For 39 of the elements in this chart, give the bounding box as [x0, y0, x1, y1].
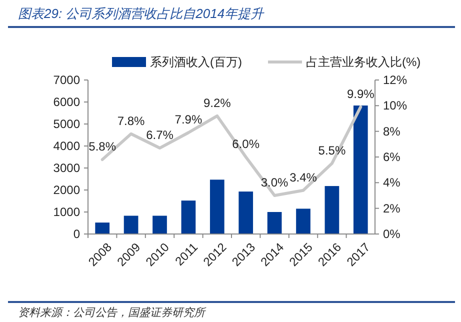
y2-tick-label: 10% — [383, 98, 408, 113]
bar — [267, 212, 282, 234]
y-tick-label: 6000 — [53, 95, 80, 109]
y-tick-label: 5000 — [53, 117, 80, 131]
y-tick-label: 3000 — [53, 161, 80, 175]
bar — [324, 186, 340, 234]
chart-title: 图表29: 公司系列酒营收占比自2014年提升 — [18, 6, 265, 21]
y2-tick-label: 0% — [383, 227, 401, 241]
legend-label: 占主营业务收入比(%) — [306, 55, 421, 69]
y2-tick-label: 8% — [383, 124, 401, 138]
data-label: 9.2% — [203, 96, 232, 110]
data-label: 6.0% — [232, 137, 260, 151]
data-label: 5.5% — [318, 143, 346, 158]
data-label: 3.4% — [290, 170, 318, 184]
y-tick-label: 1000 — [53, 205, 80, 219]
data-label: 3.0% — [260, 176, 289, 190]
y2-tick-label: 12% — [383, 73, 408, 87]
bar — [181, 200, 196, 234]
y2-tick-label: 2% — [383, 201, 401, 216]
y-tick-label: 7000 — [53, 73, 80, 87]
y-tick-label: 0 — [73, 227, 80, 241]
data-label: 5.8% — [88, 140, 116, 154]
bar — [152, 216, 167, 234]
data-label: 7.9% — [174, 112, 202, 127]
bar — [124, 216, 138, 234]
bar — [296, 208, 310, 234]
data-label: 7.8% — [117, 114, 146, 128]
bar — [210, 180, 224, 234]
bar — [353, 106, 368, 234]
y2-tick-label: 4% — [383, 176, 401, 190]
bar — [238, 192, 254, 234]
data-label: 6.7% — [146, 128, 174, 142]
text: 资料来源：公司公告，国盛证券研究所 — [18, 306, 207, 319]
legend-label: 系列酒收入(百万) — [150, 55, 242, 69]
y2-tick-label: 6% — [383, 150, 401, 164]
data-label: 9.9% — [346, 86, 375, 101]
y-tick-label: 2000 — [53, 183, 80, 197]
bar — [95, 222, 110, 234]
y-tick-label: 4000 — [53, 139, 80, 153]
